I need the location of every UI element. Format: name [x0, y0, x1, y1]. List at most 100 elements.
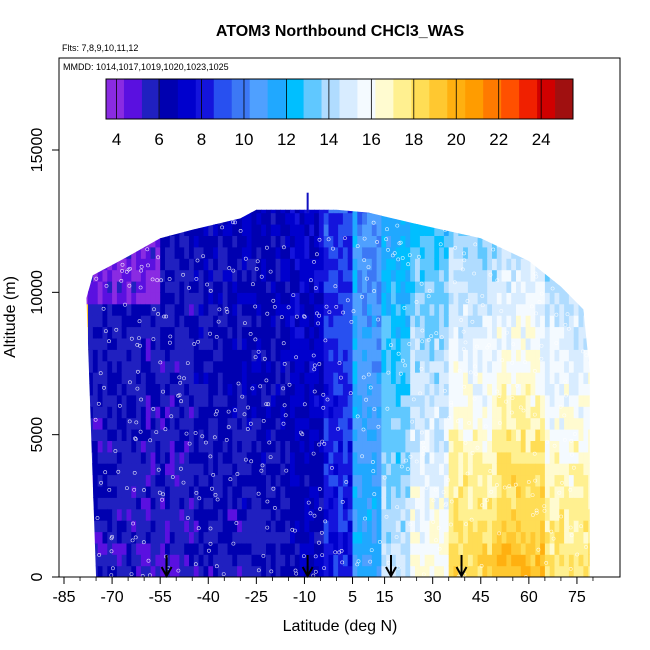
field-cell	[127, 190, 132, 202]
field-cell	[86, 406, 89, 419]
field-cell	[136, 349, 142, 362]
field-cell	[280, 280, 286, 293]
field-cell	[333, 224, 339, 236]
field-cell	[434, 394, 440, 407]
field-cell	[285, 292, 291, 305]
field-cell	[540, 349, 546, 362]
field-cell	[544, 337, 551, 350]
field-cell	[415, 292, 421, 305]
field-cell	[232, 542, 238, 555]
field-cell	[107, 209, 113, 214]
field-cell	[501, 520, 507, 533]
field-cell	[208, 303, 214, 316]
field-cell	[294, 451, 301, 464]
field-cell	[554, 417, 560, 430]
sample-point	[234, 521, 239, 525]
field-cell	[333, 531, 339, 544]
field-cell	[285, 417, 291, 430]
field-cell	[496, 565, 503, 577]
field-cell	[160, 349, 166, 362]
field-cell	[357, 406, 363, 419]
field-cell	[583, 349, 589, 362]
colorbar-swatch	[321, 79, 340, 119]
field-cell	[419, 565, 426, 577]
field-cell	[237, 508, 243, 521]
field-cell	[588, 258, 590, 271]
field-cell	[165, 440, 171, 453]
field-cell	[376, 315, 382, 328]
field-cell	[588, 212, 590, 225]
field-cell	[487, 258, 493, 271]
field-cell	[266, 497, 272, 510]
field-cell	[434, 383, 440, 396]
field-cell	[116, 565, 123, 577]
field-cell	[371, 360, 378, 373]
field-cell	[496, 508, 503, 521]
field-cell	[88, 292, 94, 305]
field-cell	[241, 520, 248, 533]
field-cell	[256, 337, 262, 350]
field-cell	[314, 190, 319, 202]
field-cell	[554, 372, 560, 384]
field-cell	[395, 258, 402, 271]
field-cell	[463, 474, 469, 487]
field-cell	[328, 209, 334, 214]
field-cell	[213, 463, 219, 476]
field-cell	[549, 520, 556, 533]
field-cell	[448, 209, 455, 214]
field-cell	[266, 246, 272, 259]
field-cell	[520, 360, 527, 373]
field-cell	[126, 246, 132, 259]
field-cell	[140, 497, 147, 510]
field-cell	[285, 542, 291, 555]
field-cell	[261, 280, 267, 293]
field-cell	[314, 209, 320, 214]
field-cell	[424, 326, 431, 339]
field-cell	[496, 451, 503, 464]
field-cell	[386, 280, 392, 293]
field-cell	[376, 360, 382, 373]
field-cell	[371, 463, 378, 476]
field-cell	[309, 209, 315, 214]
field-cell	[482, 246, 488, 259]
field-cell	[102, 474, 108, 487]
field-cell	[169, 463, 176, 476]
field-cell	[588, 269, 590, 282]
field-cell	[391, 212, 397, 225]
field-cell	[323, 554, 330, 567]
field-cell	[506, 269, 512, 282]
field-cell	[429, 337, 435, 350]
field-cell	[342, 224, 349, 236]
field-cell	[506, 497, 512, 510]
sample-point	[272, 505, 277, 510]
field-cell	[549, 349, 556, 362]
sample-point	[469, 517, 474, 522]
field-cell	[136, 520, 142, 533]
field-cell	[241, 292, 248, 305]
field-cell	[463, 190, 468, 202]
sample-point	[129, 233, 133, 238]
field-cell	[213, 246, 219, 259]
colorbar-tick-label: 22	[489, 130, 508, 149]
field-cell	[198, 497, 204, 510]
field-cell	[246, 212, 253, 225]
field-cell	[102, 394, 108, 407]
field-cell	[448, 349, 455, 362]
field-cell	[213, 554, 219, 567]
sample-point	[528, 236, 532, 241]
field-cell	[525, 326, 531, 339]
field-cell	[583, 474, 589, 487]
field-cell	[261, 565, 267, 577]
field-cell	[290, 315, 296, 328]
field-cell	[467, 520, 474, 533]
sample-point	[472, 396, 477, 401]
field-cell	[405, 508, 411, 521]
sample-point	[530, 493, 535, 498]
field-cell	[232, 246, 238, 259]
field-cell	[88, 520, 94, 533]
field-cell	[208, 190, 213, 202]
field-cell	[232, 190, 237, 202]
field-cell	[217, 360, 224, 373]
field-cell	[482, 474, 488, 487]
field-cell	[400, 303, 406, 316]
